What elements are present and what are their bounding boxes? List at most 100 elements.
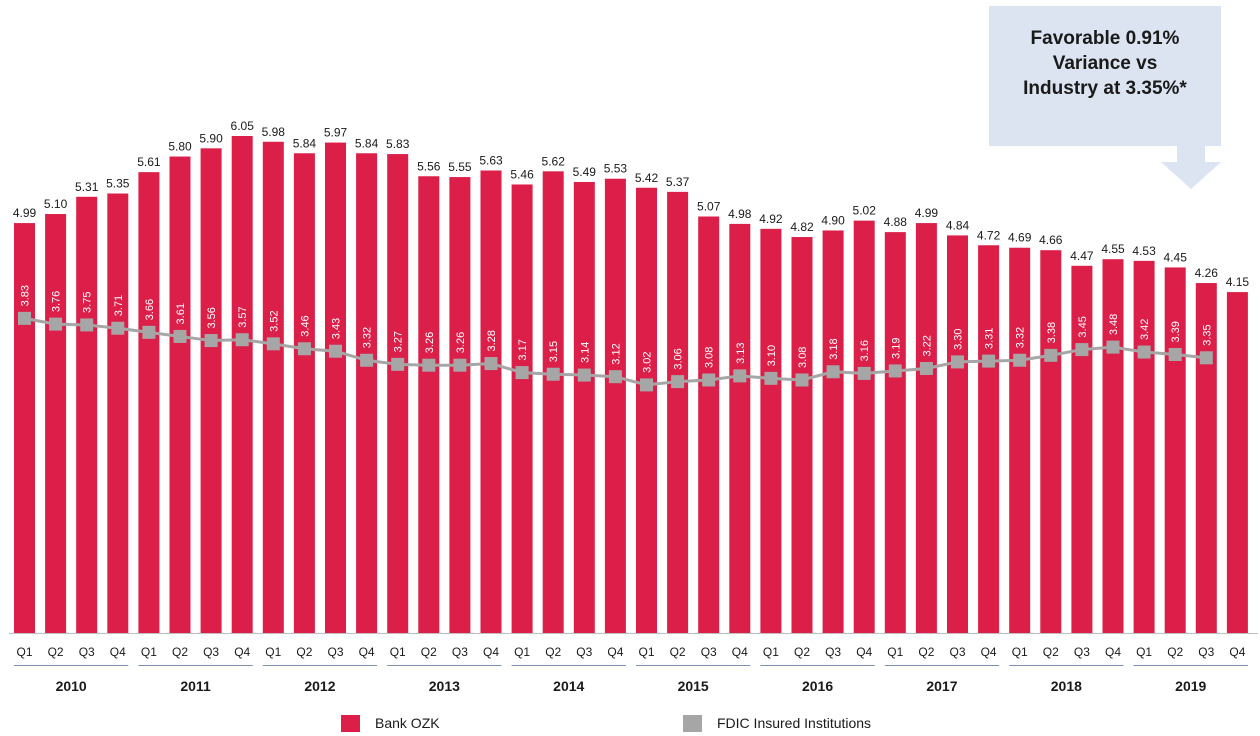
bar-value-label: 5.98 (262, 125, 286, 139)
fdic-marker (360, 353, 374, 367)
bar (853, 220, 875, 633)
x-tick-label: Q4 (1229, 645, 1245, 659)
fdic-marker (608, 370, 622, 384)
x-tick-label: Q2 (48, 645, 64, 659)
bar (262, 141, 284, 633)
bar-value-label: 4.45 (1164, 250, 1188, 264)
bar-value-label: 5.83 (386, 137, 410, 151)
fdic-marker (515, 366, 529, 380)
fdic-value-label: 3.30 (953, 328, 965, 349)
bar-value-label: 4.69 (1008, 231, 1032, 245)
bar-value-label: 5.07 (697, 200, 721, 214)
fdic-value-label: 3.57 (237, 306, 249, 327)
bar (604, 178, 626, 634)
x-tick-label: Q3 (452, 645, 468, 659)
bar (200, 148, 222, 633)
x-tick-label: Q1 (638, 645, 654, 659)
fdic-marker (49, 317, 63, 331)
fdic-marker (235, 333, 249, 347)
bar-value-label: 4.99 (915, 206, 939, 220)
fdic-value-label: 3.39 (1170, 321, 1182, 342)
fdic-value-label: 3.75 (82, 292, 94, 313)
x-tick-label: Q3 (949, 645, 965, 659)
fdic-marker (888, 364, 902, 378)
bar-value-label: 4.15 (1226, 275, 1250, 289)
bar-value-label: 5.80 (168, 140, 192, 154)
bar (138, 172, 160, 634)
x-tick-label: Q1 (1012, 645, 1028, 659)
fdic-value-label: 3.06 (673, 348, 685, 369)
fdic-marker (422, 358, 436, 372)
callout-line-1: Favorable 0.91% (1030, 28, 1180, 49)
fdic-value-label: 3.71 (113, 295, 125, 316)
bar (1133, 260, 1155, 633)
bar-value-label: 5.53 (604, 162, 628, 176)
bar (698, 216, 720, 633)
bar (573, 182, 595, 634)
fdic-marker (546, 367, 560, 381)
bar-value-label: 5.84 (355, 136, 379, 150)
legend-label-fdic: FDIC Insured Institutions (717, 715, 872, 731)
legend-swatch-fdic (683, 714, 702, 732)
fdic-marker (1013, 353, 1027, 367)
callout-arrow-shape (989, 6, 1221, 189)
bar (1226, 292, 1248, 633)
bar-value-label: 4.90 (821, 213, 845, 227)
fdic-marker (391, 357, 405, 371)
fdic-value-label: 3.38 (1046, 322, 1058, 343)
bar-value-label: 5.90 (199, 131, 223, 145)
legend-fdic: FDIC Insured Institutions (683, 713, 871, 733)
fdic-marker (919, 361, 933, 375)
bar-value-label: 5.84 (293, 136, 317, 150)
legend-swatch-bank (341, 714, 360, 732)
fdic-value-label: 3.42 (1139, 319, 1151, 340)
fdic-marker (826, 365, 840, 379)
bar-value-label: 5.37 (666, 175, 690, 189)
year-label: 2018 (1051, 678, 1082, 694)
bar (978, 245, 1000, 633)
legend-label-bank: Bank OZK (375, 715, 440, 731)
fdic-value-label: 3.12 (610, 343, 622, 364)
x-tick-label: Q1 (265, 645, 281, 659)
year-label: 2016 (802, 678, 833, 694)
x-tick-label: Q2 (172, 645, 188, 659)
bar (325, 142, 346, 633)
fdic-marker (484, 357, 498, 371)
x-tick-label: Q4 (607, 645, 623, 659)
year-label: 2015 (678, 678, 709, 694)
bar-value-label: 4.55 (1101, 242, 1125, 256)
bar-value-label: 5.02 (853, 204, 877, 218)
bar-value-label: 4.84 (946, 218, 970, 232)
year-label: 2010 (56, 678, 87, 694)
bar (1040, 250, 1062, 634)
bar (667, 191, 689, 634)
fdic-value-label: 3.27 (393, 331, 405, 352)
fdic-value-label: 3.19 (890, 338, 902, 359)
bar (947, 235, 968, 633)
fdic-marker (173, 329, 187, 343)
fdic-value-label: 3.61 (175, 303, 187, 324)
x-tick-label: Q3 (1198, 645, 1214, 659)
bar (76, 196, 98, 633)
fdic-marker (266, 337, 280, 351)
x-tick-label: Q2 (1167, 645, 1183, 659)
x-tick-label: Q3 (576, 645, 592, 659)
bar-value-label: 4.26 (1195, 266, 1219, 280)
fdic-marker (795, 373, 809, 387)
x-tick-label: Q1 (141, 645, 157, 659)
bar-value-label: 5.97 (324, 126, 348, 140)
fdic-marker (577, 368, 591, 382)
x-tick-label: Q4 (856, 645, 872, 659)
bar-value-label: 4.88 (884, 215, 908, 229)
fdic-value-label: 3.17 (517, 339, 529, 360)
bar (480, 170, 502, 633)
x-tick-label: Q1 (887, 645, 903, 659)
fdic-marker (1137, 345, 1151, 359)
callout-box: Favorable 0.91% Variance vs Industry at … (989, 6, 1221, 189)
x-tick-label: Q2 (421, 645, 437, 659)
bar-value-label: 4.82 (790, 220, 814, 234)
fdic-value-label: 3.45 (1077, 316, 1089, 337)
callout-line-3: Industry at 3.35%* (1023, 78, 1187, 99)
fdic-marker (111, 321, 125, 335)
bar (1071, 265, 1093, 633)
